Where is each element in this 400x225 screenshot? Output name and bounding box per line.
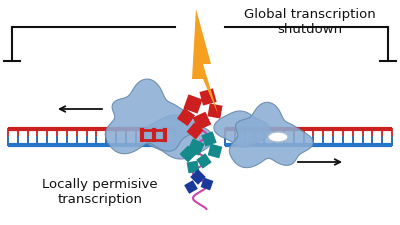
Polygon shape: [187, 161, 199, 174]
Polygon shape: [186, 123, 204, 140]
Text: Global transcription
shutdown: Global transcription shutdown: [244, 8, 376, 36]
Text: Locally permisive
transcription: Locally permisive transcription: [42, 177, 158, 205]
Polygon shape: [196, 154, 212, 169]
Polygon shape: [143, 115, 213, 159]
Polygon shape: [180, 146, 196, 163]
Polygon shape: [229, 103, 313, 168]
Polygon shape: [177, 108, 195, 126]
Polygon shape: [105, 80, 198, 154]
Polygon shape: [200, 178, 214, 191]
Polygon shape: [193, 112, 211, 131]
Polygon shape: [214, 111, 270, 147]
Polygon shape: [201, 132, 217, 147]
Polygon shape: [187, 139, 205, 156]
Polygon shape: [184, 180, 198, 194]
Polygon shape: [208, 144, 222, 159]
Polygon shape: [192, 10, 218, 115]
Polygon shape: [208, 104, 222, 119]
Polygon shape: [200, 89, 216, 106]
Polygon shape: [183, 95, 203, 114]
Ellipse shape: [268, 132, 288, 142]
Polygon shape: [190, 169, 206, 185]
